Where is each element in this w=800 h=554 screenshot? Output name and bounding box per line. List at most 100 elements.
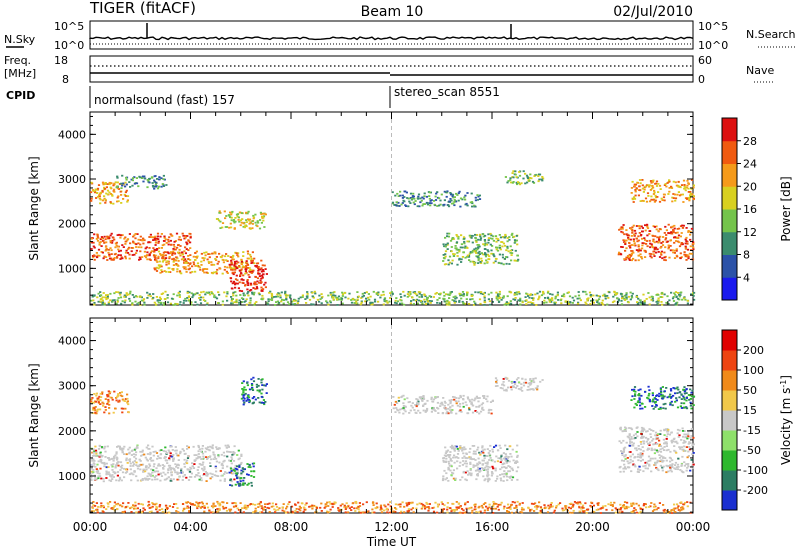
data-cell xyxy=(368,298,371,301)
data-cell xyxy=(438,302,441,305)
data-cell xyxy=(124,236,127,239)
data-cell xyxy=(244,392,247,395)
data-cell xyxy=(148,254,151,257)
data-cell xyxy=(474,469,478,472)
data-cell xyxy=(637,250,640,253)
data-cell xyxy=(652,235,655,237)
data-cell xyxy=(228,226,231,229)
data-cell xyxy=(464,460,468,463)
data-cell xyxy=(652,443,655,446)
data-cell xyxy=(644,391,647,393)
data-cell xyxy=(145,246,148,249)
data-cell xyxy=(488,258,491,261)
data-cell xyxy=(250,260,253,262)
data-cell xyxy=(173,252,176,254)
data-cell xyxy=(503,389,506,392)
data-cell xyxy=(400,296,403,298)
data-cell xyxy=(139,295,142,298)
data-cell xyxy=(90,191,93,194)
data-cell xyxy=(91,401,94,404)
data-cell xyxy=(692,295,695,297)
data-cell xyxy=(449,446,452,448)
data-cell xyxy=(638,465,641,468)
data-cell xyxy=(329,293,333,296)
data-cell xyxy=(456,251,459,254)
data-cell xyxy=(501,473,504,476)
data-cell xyxy=(159,473,162,475)
data-cell xyxy=(464,245,467,248)
data-cell xyxy=(478,461,481,464)
data-cell xyxy=(638,398,641,401)
data-cell xyxy=(538,290,542,293)
data-cell xyxy=(243,477,246,479)
data-cell xyxy=(629,291,632,294)
data-cell xyxy=(409,409,412,412)
data-cell xyxy=(105,473,108,476)
data-cell xyxy=(486,474,489,477)
data-cell xyxy=(151,182,154,184)
data-cell xyxy=(154,183,157,186)
data-cell xyxy=(379,296,382,299)
data-cell xyxy=(649,436,653,438)
data-cell xyxy=(344,511,347,514)
data-cell xyxy=(130,450,133,452)
data-cell xyxy=(90,248,93,250)
data-cell xyxy=(242,389,245,392)
data-cell xyxy=(670,431,673,434)
data-cell xyxy=(186,292,189,294)
data-cell xyxy=(114,465,117,468)
data-cell xyxy=(251,227,254,230)
data-cell xyxy=(438,297,441,299)
data-cell xyxy=(196,507,199,510)
data-cell xyxy=(93,407,96,410)
data-cell xyxy=(242,255,245,257)
data-cell xyxy=(149,451,152,454)
data-cell xyxy=(687,230,690,232)
data-cell xyxy=(492,239,495,242)
data-cell xyxy=(447,263,450,266)
data-cell xyxy=(296,511,299,513)
data-cell xyxy=(402,405,405,407)
data-cell xyxy=(690,459,693,461)
data-cell xyxy=(471,295,474,297)
data-cell xyxy=(529,382,533,385)
data-cell xyxy=(183,267,186,270)
data-cell xyxy=(318,294,321,297)
data-cell xyxy=(173,468,176,470)
data-cell xyxy=(104,182,107,184)
data-cell xyxy=(242,468,245,471)
data-cell xyxy=(472,261,475,264)
data-cell xyxy=(132,461,135,464)
data-cell xyxy=(596,301,599,303)
data-cell xyxy=(398,411,401,414)
data-cell xyxy=(142,299,145,302)
data-cell xyxy=(116,255,119,258)
data-cell xyxy=(155,266,158,269)
data-cell xyxy=(261,264,264,267)
data-cell xyxy=(510,388,513,391)
data-cell xyxy=(673,464,677,466)
data-cell xyxy=(685,197,688,200)
data-cell xyxy=(163,457,166,459)
data-cell xyxy=(668,179,671,182)
data-cell xyxy=(649,459,652,462)
data-cell xyxy=(511,181,514,184)
data-cell xyxy=(679,448,682,450)
data-cell xyxy=(639,460,643,462)
data-cell xyxy=(675,440,678,443)
data-cell xyxy=(117,248,120,251)
data-cell xyxy=(193,454,196,456)
data-cell xyxy=(442,260,445,262)
data-cell xyxy=(241,218,244,220)
data-cell xyxy=(297,297,300,300)
data-cell xyxy=(456,453,460,455)
data-cell xyxy=(249,221,252,224)
data-cell xyxy=(167,251,170,254)
data-cell xyxy=(484,242,487,245)
data-cell xyxy=(687,450,690,453)
data-cell xyxy=(398,205,401,207)
data-cell xyxy=(669,245,672,247)
data-cell xyxy=(243,386,246,389)
data-cell xyxy=(382,290,385,293)
data-cell xyxy=(514,249,517,252)
